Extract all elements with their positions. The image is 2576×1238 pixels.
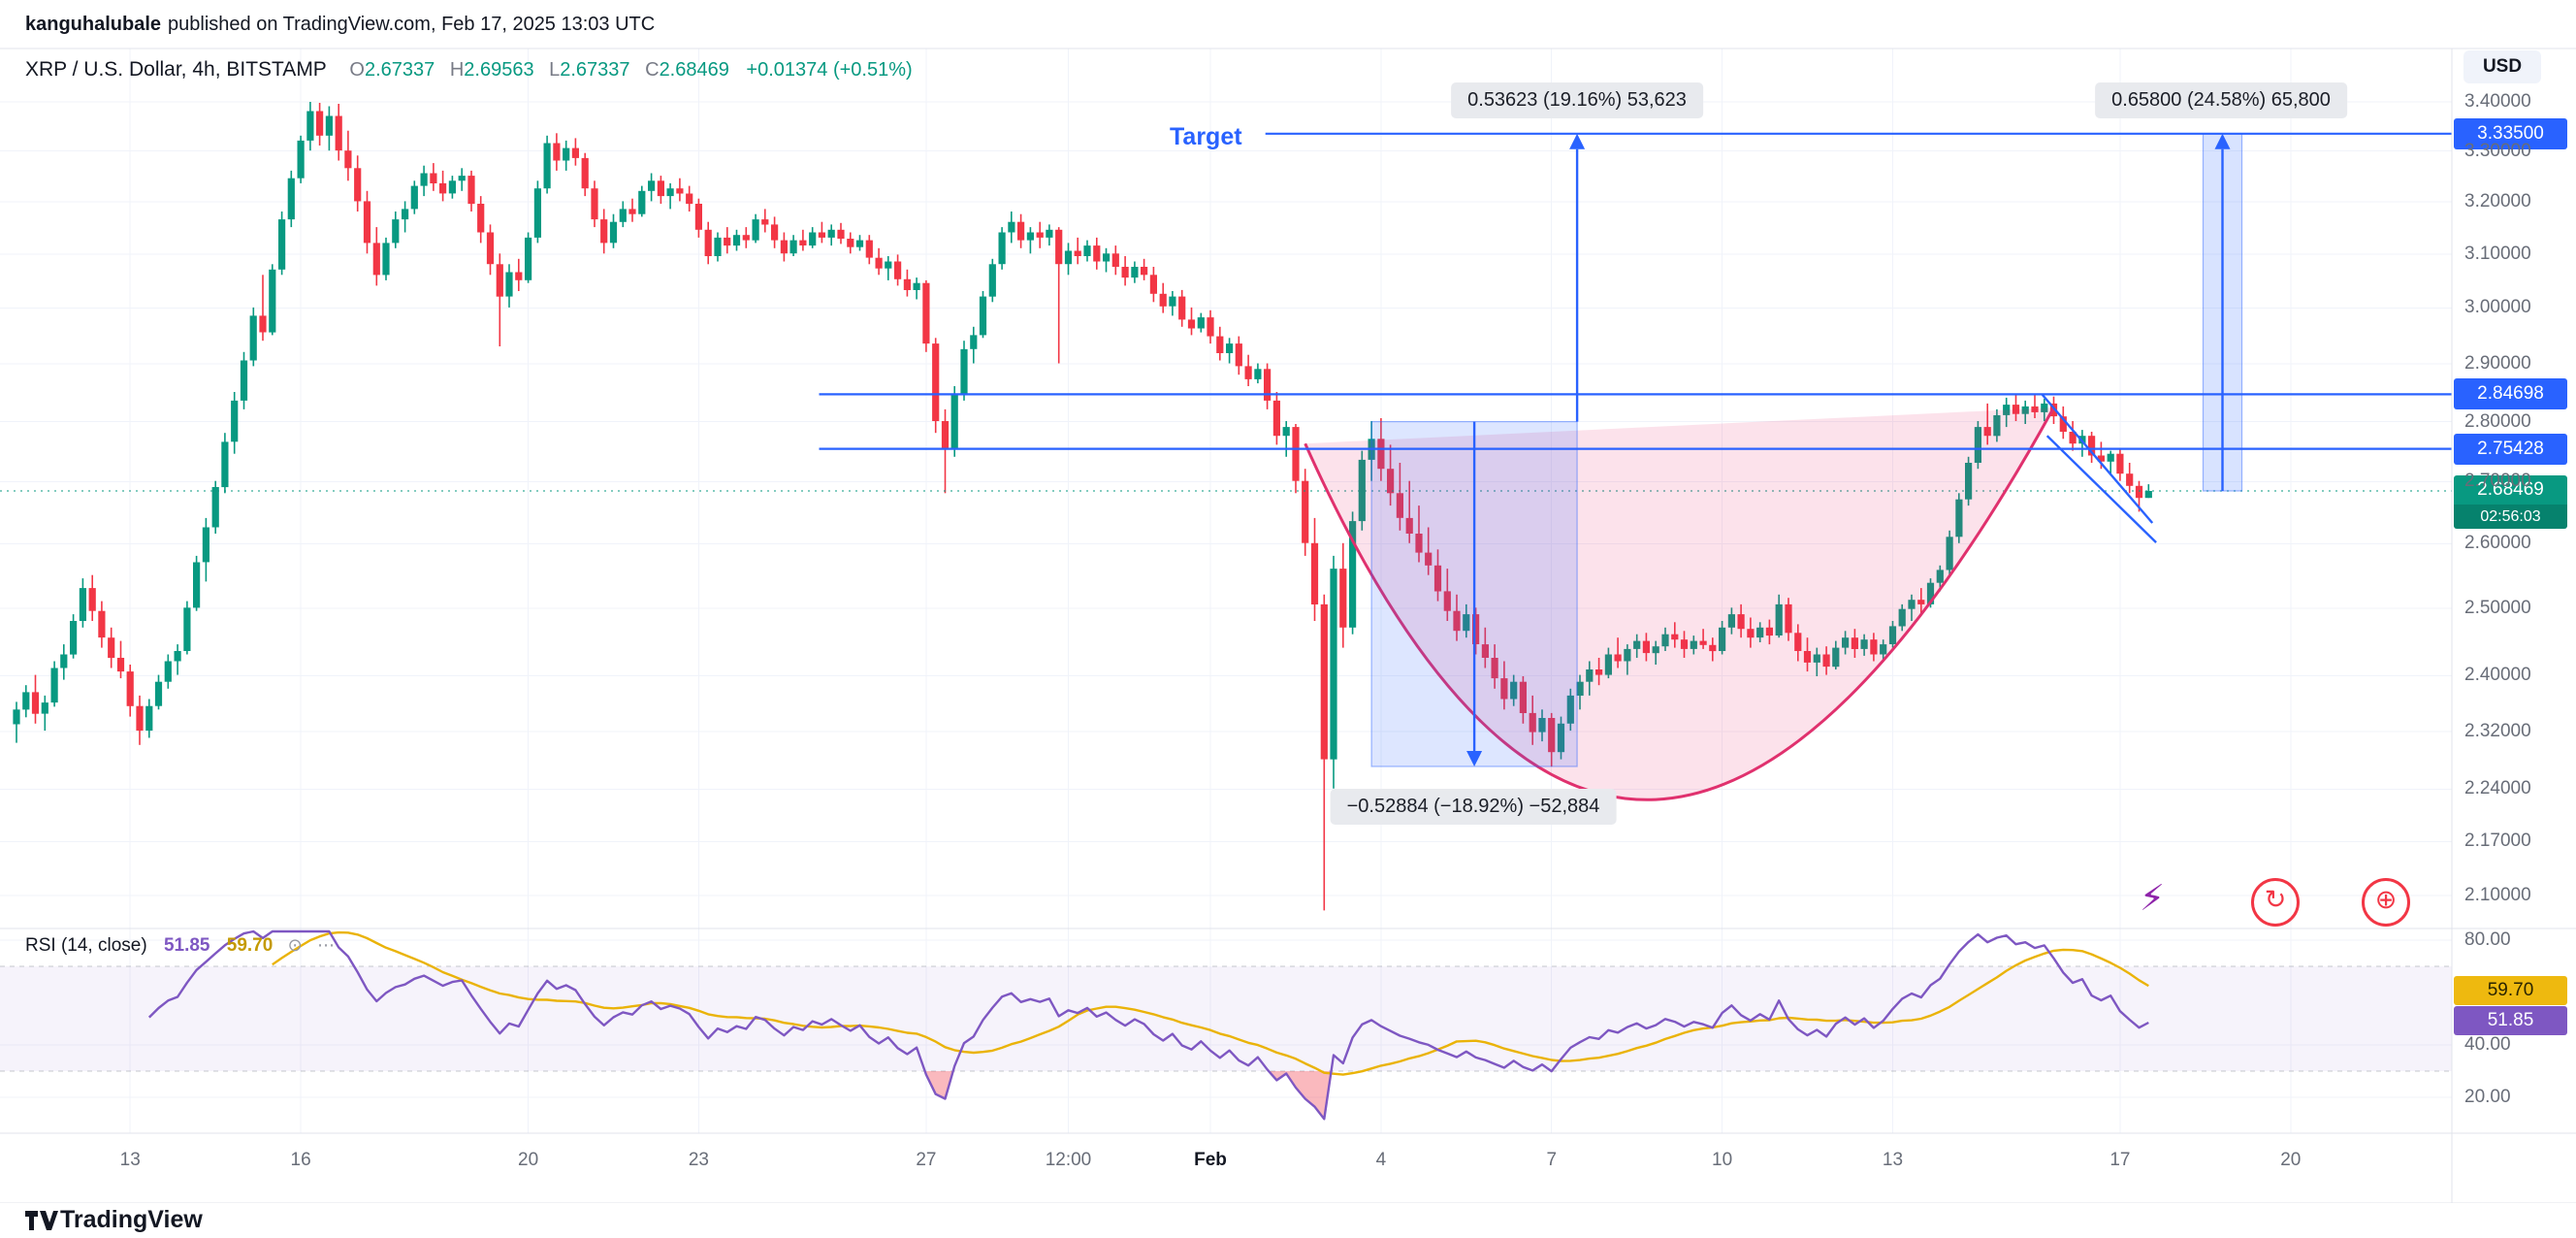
globe-circle-icon[interactable]: ⊕ <box>2362 878 2410 927</box>
tradingview-logo[interactable] <box>23 1208 58 1238</box>
time-tick-label: 27 <box>916 1150 937 1170</box>
rsi-oversold-fill <box>924 1071 1552 1120</box>
time-tick-label: 16 <box>290 1150 311 1170</box>
price-scale[interactable]: 3.40000 3.30000 3.20000 3.10000 3.00000 2.900… <box>2452 0 2576 1203</box>
ohlc-open-label: O <box>349 59 365 81</box>
eye-icon[interactable]: ⊙ <box>287 935 303 955</box>
price-tick-label: 2.24000 <box>2464 778 2531 799</box>
price-tick-label: 3.40000 <box>2464 91 2531 112</box>
cup-pattern-stroke <box>1304 407 2055 801</box>
time-tick-label: 20 <box>2280 1150 2302 1170</box>
price-tick-label: 3.20000 <box>2464 190 2531 212</box>
time-tick-label: 20 <box>518 1150 539 1170</box>
rsi-pane-legend[interactable]: RSI (14, close) 51.85 59.70 ⊙ ⋯ <box>25 935 335 957</box>
rsi-tick-label: 40.00 <box>2464 1034 2511 1055</box>
rsi-ma-badge: 59.70 <box>2454 976 2567 1005</box>
price-tick-label: 2.10000 <box>2464 885 2531 905</box>
ohlc-open-value: 2.67337 <box>364 59 435 81</box>
price-tick-label: 3.10000 <box>2464 243 2531 264</box>
resistance-price-badge: 2.84698 <box>2454 378 2567 409</box>
rsi-layer <box>0 929 2452 1121</box>
rsi-tick-label: 80.00 <box>2464 929 2511 950</box>
up-arrow-head-right <box>2214 133 2231 149</box>
time-tick-label: 23 <box>688 1150 709 1170</box>
refresh-circle-icon[interactable]: ↻ <box>2251 878 2300 927</box>
measure-label-up-right[interactable]: 0.65800 (24.58%) 65,800 <box>2095 82 2347 118</box>
rsi-value-badge: 51.85 <box>2454 1006 2567 1035</box>
target-price-badge: 3.33500 <box>2454 118 2567 149</box>
tradingview-wordmark[interactable]: TradingView <box>60 1206 203 1233</box>
time-tick-label: 10 <box>1712 1150 1733 1170</box>
publisher-username: kanguhalubale <box>25 14 162 35</box>
support-price-badge: 2.75428 <box>2454 434 2567 465</box>
price-tick-label: 2.90000 <box>2464 353 2531 375</box>
price-tick-label: 2.80000 <box>2464 410 2531 432</box>
footer-bar: TradingView <box>0 1203 2576 1238</box>
candles-layer <box>13 102 2152 911</box>
time-tick-label: 13 <box>119 1150 141 1170</box>
down-arrow-head <box>1466 751 1483 766</box>
publish-header: kanguhalubale published on TradingView.co… <box>25 14 655 36</box>
last-price-value: 2.68469 <box>2477 479 2544 500</box>
time-tick-label: 13 <box>1882 1150 1904 1170</box>
last-price-badge: 2.68469 02:56:03 <box>2454 475 2567 529</box>
ohlc-high-value: 2.69563 <box>464 59 534 81</box>
ohlc-close-label: C <box>645 59 660 81</box>
more-icon[interactable]: ⋯ <box>316 935 335 955</box>
price-tick-label: 3.00000 <box>2464 297 2531 318</box>
publish-info: published on TradingView.com, Feb 17, 20… <box>168 14 656 35</box>
target-text[interactable]: Target <box>1170 123 1242 150</box>
handle-channel-line <box>2041 394 2154 524</box>
ohlc-high-label: H <box>449 59 465 81</box>
currency-button[interactable]: USD <box>2463 50 2541 83</box>
ohlc-close-value: 2.68469 <box>659 59 729 81</box>
price-tick-label: 2.70000 <box>2464 471 2531 492</box>
time-tick-label: 12:00 <box>1045 1150 1092 1170</box>
measure-label-up-target[interactable]: 0.53623 (19.16%) 53,623 <box>1451 82 1703 118</box>
rsi-line <box>147 929 2149 1121</box>
symbol-title[interactable]: XRP / U.S. Dollar, 4h, BITSTAMP <box>25 58 327 81</box>
ohlc-low-label: L <box>549 59 561 81</box>
bar-countdown: 02:56:03 <box>2454 505 2567 529</box>
price-tick-label: 2.60000 <box>2464 533 2531 554</box>
rsi-title[interactable]: RSI (14, close) <box>25 935 147 956</box>
magic-sparkle-icon[interactable]: ⚡ <box>2140 878 2165 918</box>
measure-label-down[interactable]: −0.52884 (−18.92%) −52,884 <box>1330 789 1617 825</box>
handle-channel-line <box>2045 435 2157 543</box>
rsi-value: 51.85 <box>163 935 210 956</box>
grid-layer <box>0 49 2452 1133</box>
symbol-legend[interactable]: XRP / U.S. Dollar, 4h, BITSTAMP O2.67337… <box>25 58 913 81</box>
time-tick-label: 7 <box>1546 1150 1558 1170</box>
up-arrow-head-target <box>1569 133 1586 149</box>
ohlc-low-value: 2.67337 <box>560 59 630 81</box>
time-tick-label: 17 <box>2109 1150 2131 1170</box>
cup-pattern-fill <box>1304 407 2054 800</box>
price-tick-label: 2.17000 <box>2464 831 2531 852</box>
price-tick-label: 2.40000 <box>2464 665 2531 686</box>
time-tick-label: 4 <box>1375 1150 1387 1170</box>
price-tick-label: 2.50000 <box>2464 598 2531 618</box>
time-scale[interactable]: 13 16 20 23 27 12:00 Feb 4 7 10 13 17 20 <box>0 1133 2452 1184</box>
rsi-ma-value: 59.70 <box>226 935 274 956</box>
price-tick-label: 3.30000 <box>2464 140 2531 161</box>
price-tick-label: 2.32000 <box>2464 720 2531 741</box>
price-change: +0.01374 (+0.51%) <box>746 59 913 81</box>
rsi-tick-label: 20.00 <box>2464 1087 2511 1107</box>
time-tick-label: Feb <box>1194 1150 1227 1170</box>
